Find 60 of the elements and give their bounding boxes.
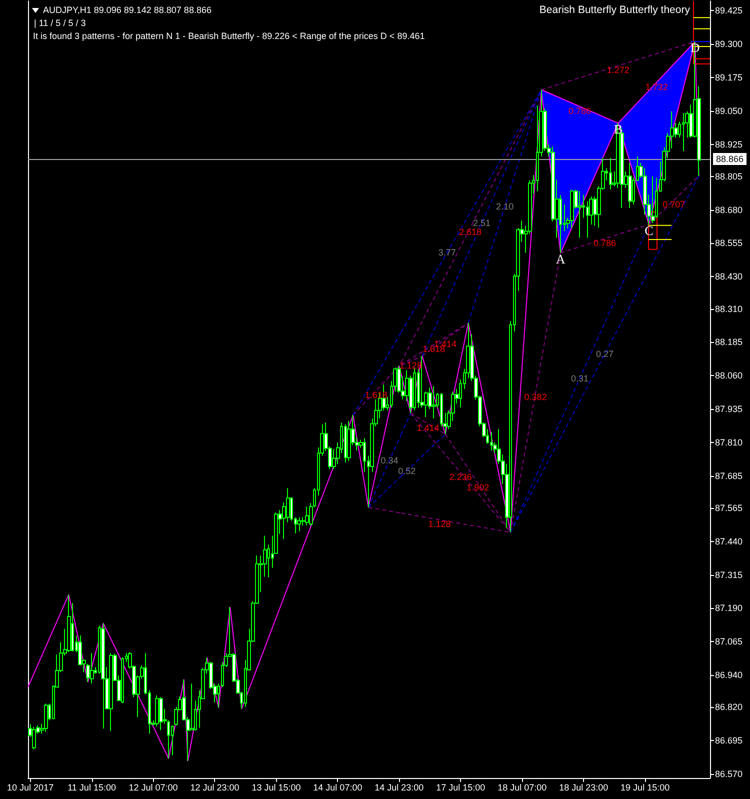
annotation: A	[556, 251, 566, 266]
text: | 11 / 5 / 5 / 3	[34, 18, 86, 28]
y-tick-label: 86.820	[715, 702, 743, 712]
y-tick-label: 87.440	[715, 536, 743, 546]
annotation: It is found 3 patterns - for pattern N 1 - Bearish Butterfly - 89.226 < Range of the prices D < 89.461	[33, 31, 425, 41]
y-tick-label: 88.430	[715, 272, 743, 282]
x-tick-label: 17 Jul 15:00	[436, 782, 486, 792]
x-tick-label: 11 Jul 15:00	[68, 782, 116, 792]
y-tick-label: 88.555	[715, 238, 743, 248]
annotation: Bearish Butterfly Butterfly theory	[539, 4, 691, 16]
y-tick-label: 88.060	[715, 370, 743, 381]
y-tick-label: 87.810	[715, 437, 743, 448]
annotation: 2.10	[496, 201, 514, 212]
annotation: 2.51	[473, 218, 491, 228]
x-tick-label: 14 Jul 23:00	[374, 782, 424, 792]
y-tick-label: 88.805	[715, 171, 743, 182]
annotation: D	[690, 40, 700, 56]
chart-title: AUDJPY,H1 89.096 89.142 88.807 88.866	[43, 5, 212, 15]
annotation: 1.902	[466, 482, 490, 493]
y-tick-label: 86.695	[715, 736, 743, 746]
annotation: 1.272	[606, 65, 630, 76]
annotation: 0.27	[596, 348, 614, 359]
x-tick-label: 19 Jul 15:00	[620, 782, 670, 792]
y-tick-label: 88.925	[715, 139, 743, 150]
annotation: 0.31	[570, 373, 589, 384]
y-tick-label: 88.310	[715, 304, 743, 314]
y-tick-label: 87.190	[715, 603, 743, 614]
annotation: 0.382	[524, 392, 547, 402]
x-tick-label: 14 Jul 07:00	[313, 782, 362, 792]
y-tick-label: 87.685	[715, 470, 743, 481]
x-tick-label: 18 Jul 23:00	[559, 782, 608, 792]
y-tick-label: 89.300	[715, 39, 743, 50]
y-tick-label: 89.175	[715, 72, 743, 82]
annotation: 1.128	[428, 519, 451, 530]
ref-line-label: 88.866	[716, 154, 744, 164]
annotation: 2.618	[458, 227, 482, 238]
annotation: 0.34	[380, 455, 398, 466]
annotation: 0.786	[568, 106, 592, 116]
y-tick-label: 87.935	[715, 404, 743, 414]
annotation: B	[614, 122, 623, 137]
annotation: 1.414	[416, 423, 440, 434]
y-tick-label: 87.315	[715, 570, 743, 580]
y-tick-label: 87.065	[715, 636, 743, 647]
annotation: 0.786	[593, 238, 616, 248]
annotation: 3.77	[438, 248, 456, 258]
y-tick-label: 89.050	[715, 106, 743, 116]
y-tick-label: 86.940	[715, 670, 743, 680]
annotation: 0.707	[662, 200, 686, 210]
y-tick-label: 88.185	[715, 337, 743, 348]
x-tick-label: 10 Jul 2017	[7, 782, 54, 792]
x-tick-label: 18 Jul 07:00	[498, 782, 547, 792]
y-tick-label: 88.680	[715, 204, 743, 215]
annotation: 2.236	[449, 472, 472, 482]
y-tick-label: 86.570	[715, 768, 743, 779]
x-tick-label: 12 Jul 23:00	[190, 782, 240, 792]
y-tick-label: 87.565	[715, 502, 743, 513]
y-tick-label: 89.425	[715, 6, 743, 16]
annotation: 0.52	[398, 466, 416, 476]
x-tick-label: 12 Jul 07:00	[128, 782, 178, 792]
x-tick-label: 13 Jul 15:00	[252, 782, 301, 792]
